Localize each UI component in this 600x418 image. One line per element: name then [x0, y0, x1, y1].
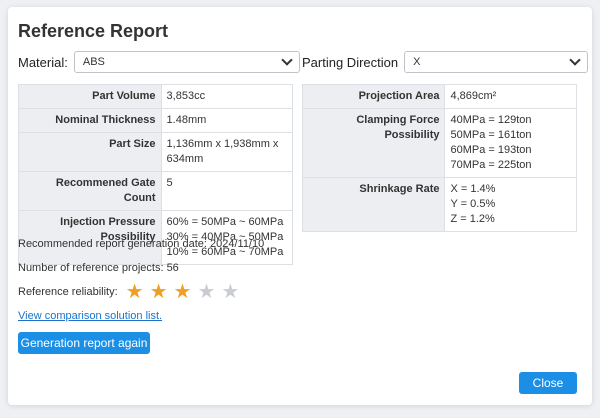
page-title: Reference Report [18, 21, 169, 41]
table-row: Injection Pressure Possibility 60% = 50MP… [18, 210, 294, 265]
part-specs-table: Part Volume 3,853cc Nominal Thickness 1.48m… [18, 84, 294, 265]
spec-key: Part Volume [18, 84, 162, 109]
molding-specs-table: Projection Area 4,869cm² Clamping Force Po… [301, 84, 577, 232]
spec-key: Injection Pressure Possibility [18, 210, 162, 265]
parting-direction-select[interactable]: X [404, 51, 589, 73]
spec-value-line: 50MPa = 161ton [450, 129, 532, 141]
view-comparison-link[interactable]: View comparison solution list. [18, 310, 163, 322]
spec-value: 1,136mm x 1,938mm x 634mm [160, 132, 294, 172]
spec-key: Clamping Force Possibility [301, 108, 446, 178]
material-row: Material: ABS [18, 51, 300, 73]
spec-value-line: 40MPa = 129ton [450, 114, 532, 126]
report-date: Recommended report generation date: 2024… [18, 238, 265, 250]
parting-direction-row: Parting Direction X [302, 51, 589, 73]
spec-value: X = 1.4% Y = 0.5% Z = 1.2% [444, 177, 577, 232]
generate-report-button[interactable]: Generation report again [18, 332, 150, 354]
spec-value-line: 10% = 60MPa ~ 70MPa [166, 246, 284, 258]
spec-value-line: Y = 0.5% [450, 198, 496, 210]
reference-report-modal: Reference Report Material: ABS Parting D… [8, 7, 592, 405]
table-row: Projection Area 4,869cm² [301, 84, 577, 109]
spec-value-line: 60% = 50MPa ~ 60MPa [166, 216, 284, 228]
star-filled-icon: ★ [125, 281, 144, 303]
table-row: Recommened Gate Count 5 [18, 171, 294, 211]
table-row: Shrinkage Rate X = 1.4% Y = 0.5% Z = 1.2% [301, 177, 577, 232]
spec-value: 5 [160, 171, 294, 211]
table-row: Clamping Force Possibility 40MPa = 129ton… [301, 108, 577, 178]
star-empty-icon: ★ [197, 281, 216, 303]
spec-value: 40MPa = 129ton 50MPa = 161ton 60MPa = 193t… [444, 108, 577, 178]
reliability-stars: ★ ★ ★ ★ ★ [125, 281, 246, 303]
table-row: Part Volume 3,853cc [18, 84, 294, 109]
parting-direction-label: Parting Direction [302, 54, 399, 70]
close-button[interactable]: Close [519, 372, 577, 394]
reliability-label: Reference reliability: [18, 286, 118, 298]
star-filled-icon: ★ [149, 281, 168, 303]
chevron-down-icon [281, 54, 293, 66]
spec-value-line: 30% = 40MPa ~ 50MPa [166, 231, 284, 243]
chevron-down-icon [569, 54, 581, 66]
material-select[interactable]: ABS [73, 51, 300, 73]
table-row: Nominal Thickness 1.48mm [18, 108, 294, 133]
reliability-row: Reference reliability: ★ ★ ★ ★ ★ [18, 281, 246, 303]
spec-key: Part Size [18, 132, 162, 172]
spec-key: Recommened Gate Count [18, 171, 162, 211]
spec-value-line: 60MPa = 193ton [450, 144, 532, 156]
spec-value-line: X = 1.4% [450, 183, 496, 195]
material-label: Material: [18, 54, 68, 70]
spec-key: Nominal Thickness [18, 108, 162, 133]
spec-value: 60% = 50MPa ~ 60MPa 30% = 40MPa ~ 50MPa 10… [160, 210, 294, 265]
spec-value-line: 70MPa = 225ton [450, 159, 532, 171]
table-row: Part Size 1,136mm x 1,938mm x 634mm [18, 132, 294, 172]
material-value: ABS [82, 56, 105, 68]
spec-value: 1.48mm [160, 108, 294, 133]
spec-value-line: Z = 1.2% [450, 213, 495, 225]
project-count: Number of reference projects: 56 [18, 262, 179, 274]
spec-value: 4,869cm² [444, 84, 577, 109]
parting-direction-value: X [413, 56, 421, 68]
spec-key: Projection Area [301, 84, 446, 109]
star-empty-icon: ★ [221, 281, 240, 303]
spec-value: 3,853cc [160, 84, 294, 109]
star-filled-icon: ★ [173, 281, 192, 303]
spec-key: Shrinkage Rate [301, 177, 446, 232]
